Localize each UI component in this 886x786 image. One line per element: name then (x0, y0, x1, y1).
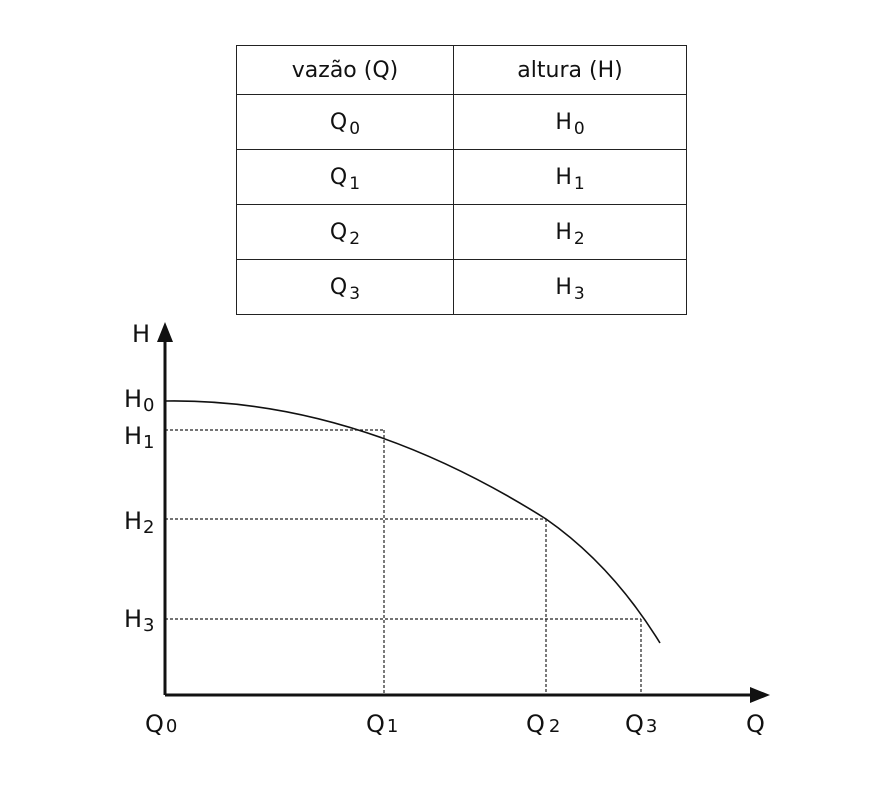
y-axis-label: H (132, 320, 150, 348)
cell-h-sub: 0 (573, 118, 585, 139)
cell-q-main: Q (329, 219, 348, 245)
cell-h-sub: 1 (573, 173, 585, 194)
cell-q-sub: 2 (349, 228, 361, 249)
y-axis-arrow-icon (157, 322, 173, 342)
cell-q-sub: 0 (349, 118, 361, 139)
cell-q-main: Q (329, 164, 348, 190)
pump-curve (164, 400, 661, 644)
cell-h-main: H (555, 109, 572, 135)
tick-sub: 0 (143, 395, 154, 416)
tick-main: H (124, 605, 142, 633)
cell-h-main: H (555, 164, 572, 190)
cell-h-sub: 3 (573, 283, 585, 304)
tick-sub: 0 (166, 716, 177, 737)
guide-lines (165, 429, 642, 695)
y-tick-h0: H0 (124, 385, 155, 416)
cell-q-main: Q (329, 109, 348, 135)
cell-h-main: H (555, 219, 572, 245)
tick-main: H (124, 507, 142, 535)
cell-q-main: Q (329, 274, 348, 300)
tick-main: Q (366, 710, 385, 738)
tick-sub: 1 (387, 716, 398, 737)
tick-sub: 2 (549, 716, 560, 737)
table-header-row: vazão (Q) altura (H) (236, 45, 687, 95)
tick-sub: 3 (646, 716, 657, 737)
tick-main: Q (625, 710, 644, 738)
tick-sub: 2 (143, 517, 154, 538)
cell-h-sub: 2 (573, 228, 585, 249)
tick-main: H (124, 422, 142, 450)
cell-q-sub: 1 (349, 173, 361, 194)
y-tick-h1: H1 (124, 422, 155, 453)
tick-sub: 3 (143, 615, 154, 636)
x-axis-arrow-icon (750, 687, 770, 703)
header-vazao: vazão (Q) (236, 45, 454, 95)
tick-main: Q (145, 710, 164, 738)
cell-h-main: H (555, 274, 572, 300)
y-tick-h3: H3 (124, 605, 155, 636)
tick-sub: 1 (143, 432, 154, 453)
x-axis-label: Q (746, 710, 765, 738)
header-altura: altura (H) (453, 45, 687, 95)
y-tick-h2: H2 (124, 507, 155, 538)
tick-main: Q (526, 710, 545, 738)
tick-main: H (124, 385, 142, 413)
cell-q-sub: 3 (349, 283, 361, 304)
